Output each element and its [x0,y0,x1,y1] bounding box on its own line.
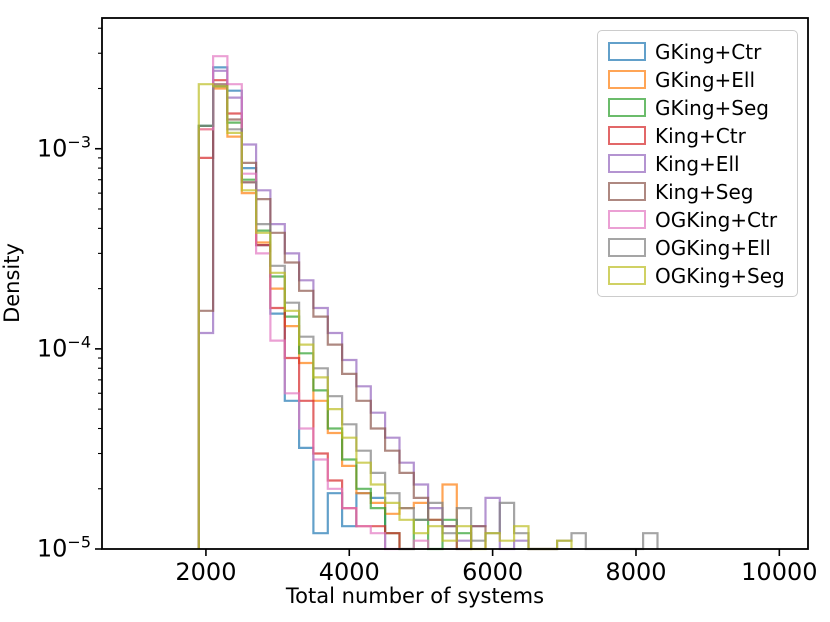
y-axis-label: Density [0,243,24,323]
x-tick-label: 8000 [605,558,667,586]
series-OGKing+Ell [197,85,659,551]
x-tick-label: 2000 [175,558,237,586]
legend-label: GKing+Ell [655,67,756,92]
legend-swatch [608,98,646,117]
legend-swatch [608,210,646,229]
legend-item: GKing+Ctr [608,38,787,65]
legend-label: OGKing+Ctr [655,207,778,232]
series-OGKing+Seg [197,83,573,551]
legend-swatch [608,126,646,145]
legend: GKing+Ctr GKing+Ell GKing+Seg King+Ctr K… [597,30,798,297]
legend-label: OGKing+Ell [655,235,771,260]
legend-label: GKing+Ctr [655,39,762,64]
series-King+Ell [197,69,558,551]
legend-item: GKing+Seg [608,94,787,121]
legend-label: King+Ell [655,151,740,176]
legend-item: OGKing+Seg [608,262,787,289]
legend-swatch [608,42,646,61]
legend-item: OGKing+Ctr [608,206,787,233]
legend-item: GKing+Ell [608,66,787,93]
legend-swatch [608,154,646,173]
legend-swatch [608,182,646,201]
axes-frame [101,17,809,550]
x-tick-label: 4000 [318,558,380,586]
x-tick-label: 10000 [741,558,818,586]
legend-swatch [608,266,646,285]
legend-item: King+Seg [608,178,787,205]
legend-label: OGKing+Seg [655,263,785,288]
y-tick-label: 10−5 [36,532,91,563]
series-OGKing+Ctr [197,55,430,551]
legend-item: OGKing+Ell [608,234,787,261]
legend-item: King+Ctr [608,122,787,149]
legend-label: King+Ctr [655,123,746,148]
y-tick-label: 10−3 [36,132,91,163]
legend-label: King+Seg [655,179,754,204]
x-tick-label: 6000 [462,558,524,586]
legend-swatch [608,238,646,257]
x-axis-label: Total number of systems [285,584,545,608]
y-tick-label: 10−4 [36,332,91,363]
legend-label: GKing+Seg [655,95,769,120]
legend-swatch [608,70,646,89]
legend-item: King+Ell [608,150,787,177]
